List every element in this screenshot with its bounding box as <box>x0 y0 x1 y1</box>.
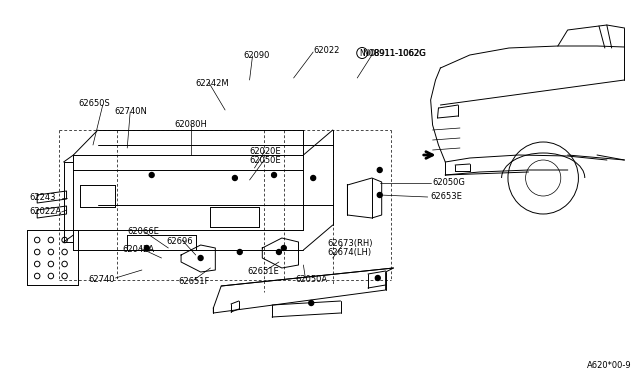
Circle shape <box>276 250 282 254</box>
Text: 62022: 62022 <box>313 45 340 55</box>
Text: A620*00-9: A620*00-9 <box>588 360 632 369</box>
Text: 62050A: 62050A <box>296 275 328 283</box>
Text: 62673(RH): 62673(RH) <box>328 238 373 247</box>
Circle shape <box>198 256 203 260</box>
Text: 62653E: 62653E <box>431 192 463 201</box>
Circle shape <box>145 246 149 250</box>
Text: 08911-1062G: 08911-1062G <box>370 48 427 58</box>
Text: 62020E: 62020E <box>250 147 281 155</box>
Text: 62050E: 62050E <box>250 155 281 164</box>
Text: N: N <box>359 48 365 58</box>
Circle shape <box>311 176 316 180</box>
Text: 62696: 62696 <box>166 237 193 246</box>
Text: N08911-1062G: N08911-1062G <box>362 48 426 58</box>
Circle shape <box>378 167 382 173</box>
Text: 62650S: 62650S <box>78 99 110 108</box>
Text: 62042A: 62042A <box>122 244 154 253</box>
Circle shape <box>308 301 314 305</box>
Circle shape <box>232 176 237 180</box>
Text: 62740: 62740 <box>88 275 115 283</box>
Circle shape <box>282 246 286 250</box>
Text: 62651F: 62651F <box>178 276 209 285</box>
Text: 62651E: 62651E <box>248 266 280 276</box>
Text: 62066E: 62066E <box>127 227 159 235</box>
Text: 62080H: 62080H <box>174 119 207 128</box>
Circle shape <box>375 276 380 280</box>
Circle shape <box>237 250 242 254</box>
Text: 62740N: 62740N <box>115 106 147 115</box>
Circle shape <box>271 173 276 177</box>
Text: 62242M: 62242M <box>196 78 229 87</box>
Text: 62090: 62090 <box>244 51 270 60</box>
Text: 62674(LH): 62674(LH) <box>328 247 372 257</box>
Text: 62243: 62243 <box>29 192 56 202</box>
Circle shape <box>149 173 154 177</box>
Circle shape <box>378 192 382 198</box>
Text: 62022A: 62022A <box>29 206 61 215</box>
Text: 62050G: 62050G <box>433 177 465 186</box>
